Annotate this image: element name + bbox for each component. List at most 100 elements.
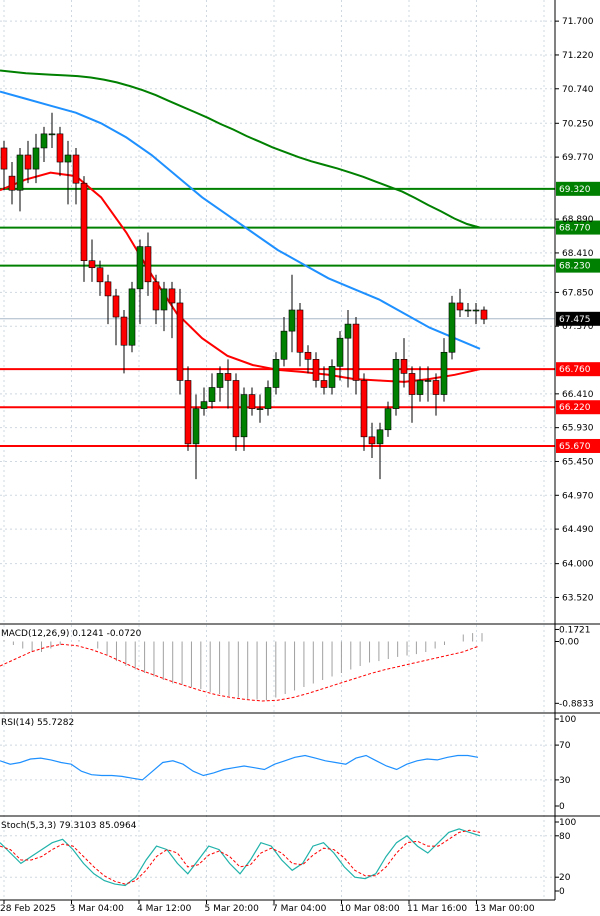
candle-body <box>304 351 312 360</box>
y-tick-label: 0.1721 <box>559 625 591 635</box>
x-tick-label: 28 Feb 2025 <box>0 904 56 914</box>
level-label-box <box>556 220 600 235</box>
y-tick-label: 68.890 <box>562 215 594 225</box>
level-label: 68.230 <box>559 262 591 272</box>
candle-body <box>160 288 168 311</box>
candle-body <box>336 337 344 367</box>
y-tick-label: 67.370 <box>562 322 594 332</box>
candle-body <box>360 380 368 438</box>
candle-body <box>440 351 448 395</box>
candle-body <box>128 288 136 346</box>
y-tick-label: 70.740 <box>562 85 594 95</box>
candle-body <box>136 246 144 290</box>
price-plot-area <box>0 0 555 620</box>
candle-body <box>480 309 488 320</box>
y-tick-label: 71.700 <box>562 17 594 27</box>
macd-signal-line <box>0 643 479 702</box>
level-label: 66.220 <box>559 403 591 413</box>
candle-body <box>432 380 440 395</box>
candle-body <box>16 154 24 191</box>
candle-body <box>88 260 96 269</box>
level-label: 66.760 <box>559 365 591 375</box>
candle-body <box>56 133 64 163</box>
candle-body <box>408 373 416 395</box>
candle-body <box>352 323 360 381</box>
y-tick-label: 64.490 <box>562 525 594 535</box>
candle-body <box>176 302 184 381</box>
level-label-box <box>556 181 600 196</box>
x-tick-label: 11 Mar 16:00 <box>407 904 467 914</box>
candle-body <box>0 147 8 170</box>
candle-body <box>376 429 384 445</box>
candle-body <box>448 302 456 353</box>
candle-body <box>48 133 56 136</box>
candle-body <box>192 408 200 445</box>
candle-body <box>232 380 240 438</box>
candle-body <box>328 366 336 388</box>
candle-body <box>72 154 80 184</box>
candle-body <box>464 309 472 312</box>
y-tick-label: 100 <box>559 818 576 828</box>
candle-body <box>248 394 256 409</box>
candle-body <box>240 394 248 438</box>
candle-body <box>224 373 232 381</box>
moving-average-line <box>0 69 481 229</box>
candle-body <box>80 182 88 261</box>
moving-average-line <box>0 171 481 383</box>
level-label-box <box>556 438 600 453</box>
stoch-d-line <box>0 829 481 885</box>
candle-body <box>32 147 40 170</box>
level-label-box <box>556 258 600 273</box>
y-tick-label: 71.220 <box>562 51 594 61</box>
y-tick-label: 20 <box>559 873 571 883</box>
y-tick-label: 64.970 <box>562 491 594 501</box>
time-axis: 28 Feb 2025 3 Mar 04:00 4 Mar 12:00 5 Mar 2… <box>0 899 555 914</box>
y-tick-label: -0.8833 <box>559 699 594 709</box>
candle-body <box>416 380 424 395</box>
candle-body <box>216 373 224 388</box>
candle-body <box>392 359 400 409</box>
level-label-box <box>556 400 600 415</box>
y-tick-label: 67.850 <box>562 288 594 298</box>
candle-body <box>200 401 208 409</box>
x-tick-label: 5 Mar 20:00 <box>205 904 260 914</box>
candle-body <box>320 380 328 388</box>
candle-body <box>296 309 304 353</box>
price-axis: 71.700 71.220 70.740 70.250 69.770 68.890 68.4… <box>554 0 594 900</box>
x-tick-label: 7 Mar 04:00 <box>272 904 327 914</box>
current-price-label: 67.475 <box>559 315 591 325</box>
macd-label: MACD(12,26,9) 0.1241 -0.0720 <box>1 629 142 639</box>
candle-body <box>168 288 176 304</box>
price-grid <box>0 0 555 900</box>
level-label-box <box>556 362 600 377</box>
level-label: 69.320 <box>559 185 591 195</box>
y-tick-label: 66.410 <box>562 390 594 400</box>
x-tick-label: 4 Mar 12:00 <box>137 904 192 914</box>
candle-body <box>104 281 112 297</box>
x-tick-label: 3 Mar 04:00 <box>70 904 125 914</box>
y-tick-label: 70.250 <box>562 119 594 129</box>
rsi-label: RSI(14) 55.7282 <box>1 718 74 728</box>
y-tick-label: 30 <box>559 776 571 786</box>
y-tick-label: 68.410 <box>562 249 594 259</box>
candle-body <box>312 359 320 381</box>
candle-body <box>24 154 32 170</box>
price-levels: 69.320 68.770 68.230 66.760 66.220 65.670 67.4… <box>0 181 600 453</box>
y-tick-label: 65.930 <box>562 424 594 434</box>
candlesticks <box>0 112 488 480</box>
candle-body <box>424 380 432 382</box>
candle-body <box>208 387 216 402</box>
y-tick-label: 100 <box>559 715 576 725</box>
candle-body <box>64 154 72 163</box>
moving-averages <box>0 69 481 383</box>
stoch-label: Stoch(5,3,3) 79.3103 85.0964 <box>1 821 137 831</box>
candle-body <box>456 302 464 311</box>
level-label: 65.670 <box>559 442 591 452</box>
candle-body <box>288 309 296 332</box>
y-tick-label: 0 <box>559 887 565 897</box>
candle-body <box>184 380 192 445</box>
y-tick-label: 0.00 <box>559 638 579 648</box>
stoch-k-line <box>0 828 481 887</box>
candle-body <box>120 316 128 346</box>
candle-body <box>8 175 16 191</box>
